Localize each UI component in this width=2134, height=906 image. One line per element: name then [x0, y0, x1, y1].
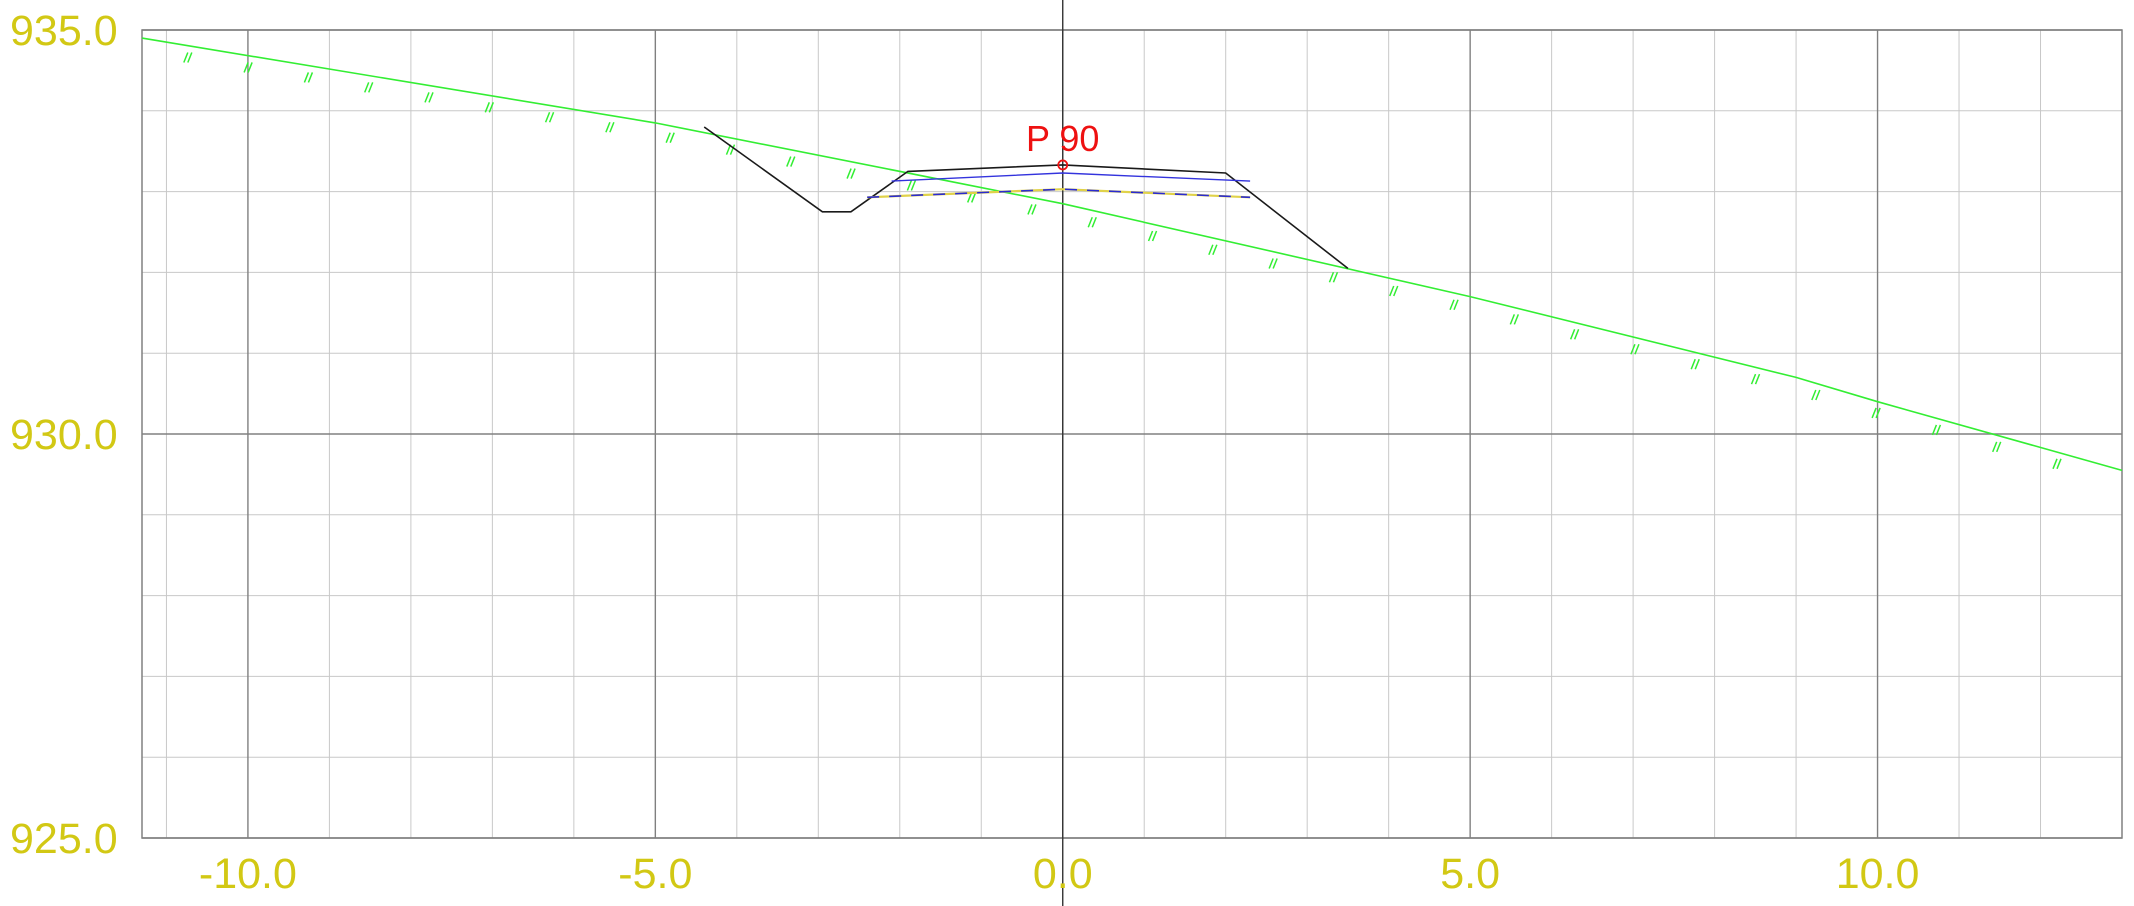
terrain-hatch-mark — [1509, 314, 1516, 325]
terrain-hatch-mark — [1694, 358, 1700, 370]
terrain-hatch-mark — [850, 168, 856, 179]
terrain-hatch-mark — [605, 121, 611, 133]
terrain-hatch-mark — [1151, 230, 1158, 242]
terrain-hatch-mark — [1690, 358, 1696, 370]
terrain-hatch-mark — [1750, 373, 1757, 385]
terrain-line — [141, 37, 2123, 472]
terrain-hatch-mark — [243, 62, 249, 73]
terrain-hatch-mark — [364, 82, 370, 93]
terrain-hatch-mark — [1992, 441, 1998, 453]
terrain-hatch-mark — [548, 112, 555, 123]
terrain-hatch-mark — [187, 52, 193, 63]
terrain-layer — [141, 37, 2123, 472]
y-tick-label: 935.0 — [10, 7, 118, 55]
terrain-hatch-mark — [1449, 299, 1455, 311]
terrain-hatch-mark — [729, 144, 736, 155]
terrain-hatch-mark — [1332, 271, 1339, 283]
terrain-hatch-mark — [247, 62, 253, 73]
terrain-hatch-mark — [1573, 329, 1580, 340]
terrain-hatch-mark — [790, 156, 796, 167]
terrain-hatch-mark — [1871, 407, 1877, 419]
terrain-hatch-mark — [1634, 343, 1640, 355]
terrain-hatch-mark — [970, 192, 977, 203]
terrain-hatch-mark — [846, 168, 852, 179]
x-tick-label: 10.0 — [1836, 850, 1920, 898]
terrain-hatch-mark — [1931, 424, 1938, 436]
terrain-hatch-mark — [910, 180, 917, 191]
terrain-hatch-mark — [1212, 244, 1218, 256]
terrain-hatch-mark — [1272, 258, 1278, 269]
y-tick-label: 930.0 — [10, 411, 118, 459]
terrain-hatch-mark — [906, 180, 913, 191]
terrain-hatch-mark — [484, 102, 490, 113]
terrain-hatch-mark — [1875, 407, 1881, 419]
terrain-hatch-mark — [2056, 458, 2062, 470]
road-section-outline — [703, 126, 1349, 270]
terrain-hatch-mark — [1935, 424, 1942, 436]
terrain-hatch-mark — [307, 72, 314, 83]
terrain-hatch-mark — [1453, 299, 1459, 311]
point-marker-layer: P 90 — [1026, 118, 1099, 171]
plot-frame — [141, 29, 2123, 839]
terrain-hatch-mark — [1811, 389, 1817, 401]
pavement-layer-line — [891, 172, 1251, 182]
x-tick-label: -10.0 — [199, 850, 297, 898]
terrain-hatch-mark — [1027, 204, 1033, 215]
terrain-hatch-mark — [1147, 230, 1154, 242]
terrain-hatch-mark — [1328, 271, 1335, 283]
point-marker — [1057, 159, 1069, 171]
x-axis-labels: -10.0 -5.0 0.0 5.0 10.0 — [199, 850, 1919, 898]
x-tick-label: 0.0 — [1033, 850, 1093, 898]
y-tick-label: 925.0 — [10, 815, 118, 863]
terrain-hatch-mark — [1031, 204, 1037, 215]
terrain-hatch-mark — [786, 156, 792, 167]
terrain-hatch-mark — [1513, 314, 1520, 325]
terrain-hatch-mark — [428, 92, 434, 103]
terrain-hatch-mark — [1754, 373, 1761, 385]
terrain-hatch-mark — [368, 82, 374, 93]
terrain-hatch-mark — [1091, 216, 1097, 228]
terrain-hatch-mark — [303, 72, 310, 83]
terrain-hatch-mark — [424, 92, 430, 103]
terrain-hatch-mark — [1630, 343, 1636, 355]
point-label: P 90 — [1026, 118, 1099, 159]
terrain-hatch-mark — [665, 132, 671, 143]
terrain-hatch-mark — [1208, 244, 1214, 256]
road-section-layer — [703, 126, 1349, 270]
terrain-hatch-mark — [1087, 216, 1093, 228]
subgrade-base-line — [867, 188, 1251, 199]
terrain-hatch-mark — [1996, 441, 2002, 453]
terrain-hatch-mark — [609, 121, 615, 133]
terrain-hatch-mark — [183, 52, 189, 63]
terrain-hatch-mark — [1815, 389, 1821, 401]
terrain-hatch-mark — [1393, 285, 1399, 297]
terrain-hatch-mark — [488, 102, 494, 113]
x-tick-label: -5.0 — [618, 850, 692, 898]
terrain-hatch-mark — [544, 112, 551, 123]
terrain-hatch-mark — [966, 192, 973, 203]
x-tick-label: 5.0 — [1440, 850, 1500, 898]
terrain-hatch-mark — [1268, 258, 1274, 269]
terrain-hatch-mark — [2052, 458, 2058, 470]
terrain-hatch-mark — [1389, 285, 1395, 297]
terrain-hatch-mark — [669, 132, 675, 143]
y-axis-labels: 925.0 930.0 935.0 — [10, 7, 118, 863]
terrain-hatch-mark — [1569, 329, 1576, 340]
